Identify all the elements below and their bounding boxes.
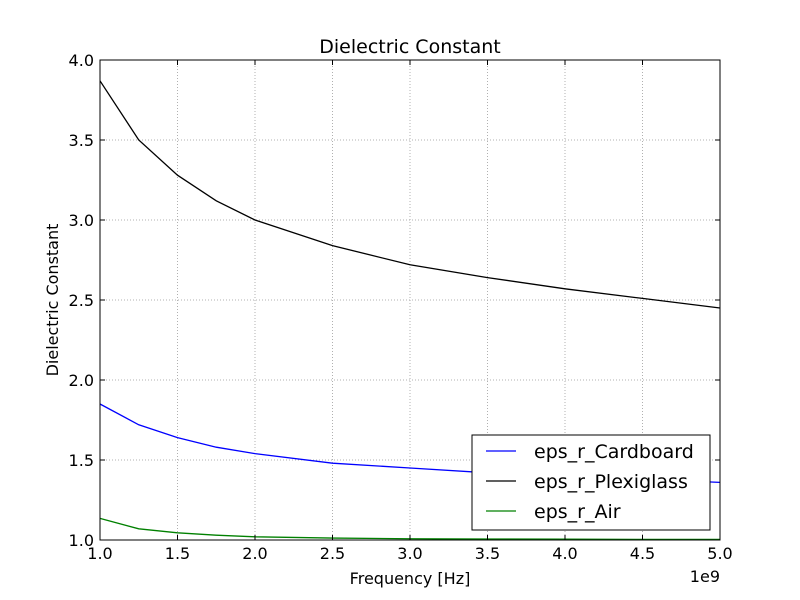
x-tick-label: 1.5 — [165, 544, 190, 563]
y-tick-label: 1.0 — [69, 531, 94, 550]
x-tick-label: 5.0 — [707, 544, 732, 563]
y-tick-label: 2.0 — [69, 371, 94, 390]
legend-label: eps_r_Cardboard — [534, 441, 694, 463]
legend-label: eps_r_Plexiglass — [534, 471, 688, 493]
x-tick-labels: 1.0 1.5 2.0 2.5 3.0 3.5 4.0 4.5 5.0 — [87, 544, 732, 563]
legend: eps_r_Cardboard eps_r_Plexiglass eps_r_Air — [471, 434, 711, 531]
y-tick-labels: 1.0 1.5 2.0 2.5 3.0 3.5 4.0 — [69, 51, 94, 550]
x-tick-label: 4.5 — [630, 544, 655, 563]
y-tick-label: 2.5 — [69, 291, 94, 310]
y-tick-label: 3.5 — [69, 131, 94, 150]
x-tick-label: 2.5 — [320, 544, 345, 563]
x-tick-label: 1.0 — [87, 544, 112, 563]
x-tick-label: 3.5 — [475, 544, 500, 563]
ticks — [99, 59, 721, 541]
x-axis-label: Frequency [Hz] — [350, 569, 471, 588]
chart-title: Dielectric Constant — [319, 36, 500, 58]
series-line-eps_r_Plexiglass — [99, 80, 721, 309]
x-tick-label: 4.0 — [552, 544, 577, 563]
y-tick-label: 1.5 — [69, 451, 94, 470]
y-axis-label: Dielectric Constant — [43, 224, 62, 377]
x-offset-label: 1e9 — [690, 567, 720, 586]
legend-label: eps_r_Air — [534, 501, 621, 523]
y-tick-label: 4.0 — [69, 51, 94, 70]
x-tick-label: 3.0 — [397, 544, 422, 563]
y-tick-label: 3.0 — [69, 211, 94, 230]
x-tick-label: 2.0 — [242, 544, 267, 563]
